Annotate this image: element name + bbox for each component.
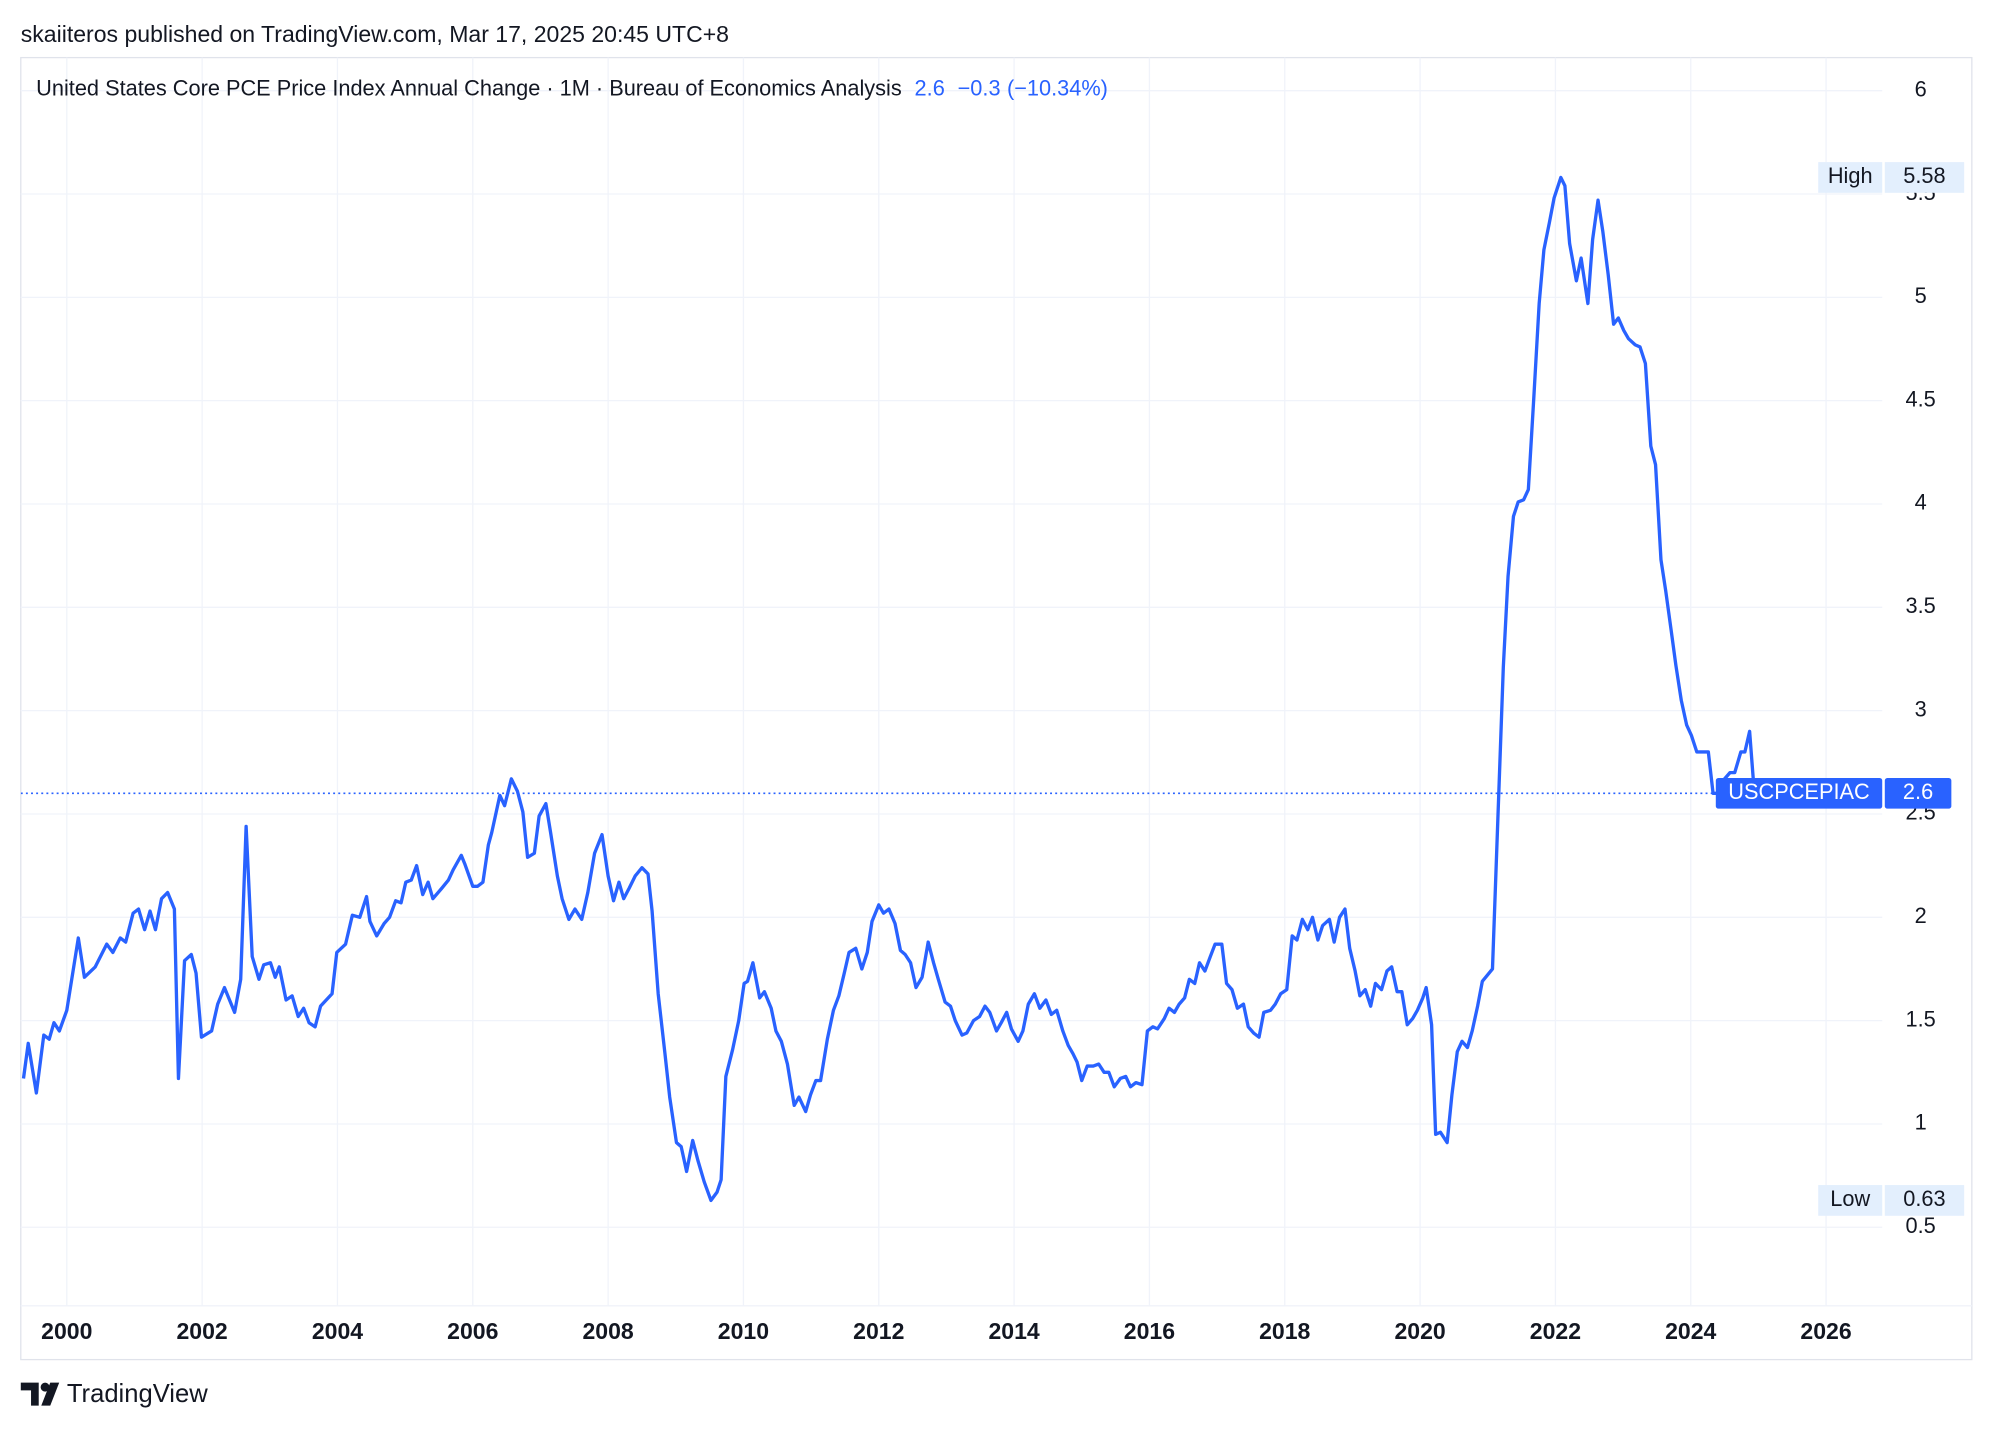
series-layer xyxy=(20,175,1883,1203)
legend: United States Core PCE Price Index Annua… xyxy=(36,75,1108,100)
x-tick-label: 2014 xyxy=(988,1318,1039,1344)
x-tick-label: 2002 xyxy=(177,1318,228,1344)
y-tick-label: 4 xyxy=(1915,490,1927,515)
change-pct: (−10.34%) xyxy=(1007,75,1108,100)
low-value-tag xyxy=(1884,1185,1965,1216)
x-tick-label: 2018 xyxy=(1259,1318,1310,1344)
x-tick-label: 2010 xyxy=(718,1318,769,1344)
x-tick-label: 2008 xyxy=(582,1318,633,1344)
y-tick-label: 5 xyxy=(1915,283,1927,308)
chart-title: United States Core PCE Price Index Annua… xyxy=(36,75,902,100)
high-tag xyxy=(1818,162,1883,193)
brand-logo xyxy=(20,1382,60,1406)
price-tag-value: 2.6 xyxy=(1903,779,1933,804)
low-value-label: 0.63 xyxy=(1903,1186,1945,1211)
chart-frame xyxy=(20,56,1973,1361)
y-tick-label: 1.5 xyxy=(1906,1006,1936,1031)
symbol-label: USCPCEPIAC xyxy=(1728,779,1869,804)
price-tag xyxy=(1884,777,1952,809)
high-value-label: 5.58 xyxy=(1903,163,1945,188)
high-value-tag xyxy=(1884,162,1965,193)
low-tag-label: Low xyxy=(1830,1186,1870,1211)
last-value: 2.6 xyxy=(915,75,945,100)
x-tick-label: 2006 xyxy=(447,1318,498,1344)
x-tick-label: 2004 xyxy=(312,1318,363,1344)
change: −0.3 xyxy=(958,75,1001,100)
x-tick-label: 2024 xyxy=(1665,1318,1716,1344)
x-tick-label: 2000 xyxy=(41,1318,92,1344)
y-tick-label: 0.5 xyxy=(1906,1213,1936,1238)
labels-layer: 0.511.522.533.544.555.562000200220042006… xyxy=(41,76,1965,1344)
x-tick-label: 2022 xyxy=(1530,1318,1581,1344)
series-line xyxy=(21,175,1757,1203)
y-tick-label: 2 xyxy=(1915,903,1927,928)
y-tick-label: 1 xyxy=(1915,1110,1927,1135)
symbol-tag xyxy=(1715,777,1883,809)
y-tick-label: 4.5 xyxy=(1906,386,1936,411)
x-tick-label: 2020 xyxy=(1394,1318,1445,1344)
y-tick-label: 6 xyxy=(1915,76,1927,101)
x-tick-label: 2012 xyxy=(853,1318,904,1344)
x-tick-label: 2016 xyxy=(1124,1318,1175,1344)
y-tick-label: 3.5 xyxy=(1906,593,1936,618)
y-tick-label: 3 xyxy=(1915,696,1927,721)
low-tag xyxy=(1818,1185,1883,1216)
high-tag-label: High xyxy=(1828,163,1873,188)
grid xyxy=(20,57,1883,1306)
publisher: skaiiteros published on TradingView.com,… xyxy=(21,21,729,47)
x-tick-label: 2026 xyxy=(1800,1318,1851,1344)
brand: TradingView xyxy=(67,1380,208,1408)
